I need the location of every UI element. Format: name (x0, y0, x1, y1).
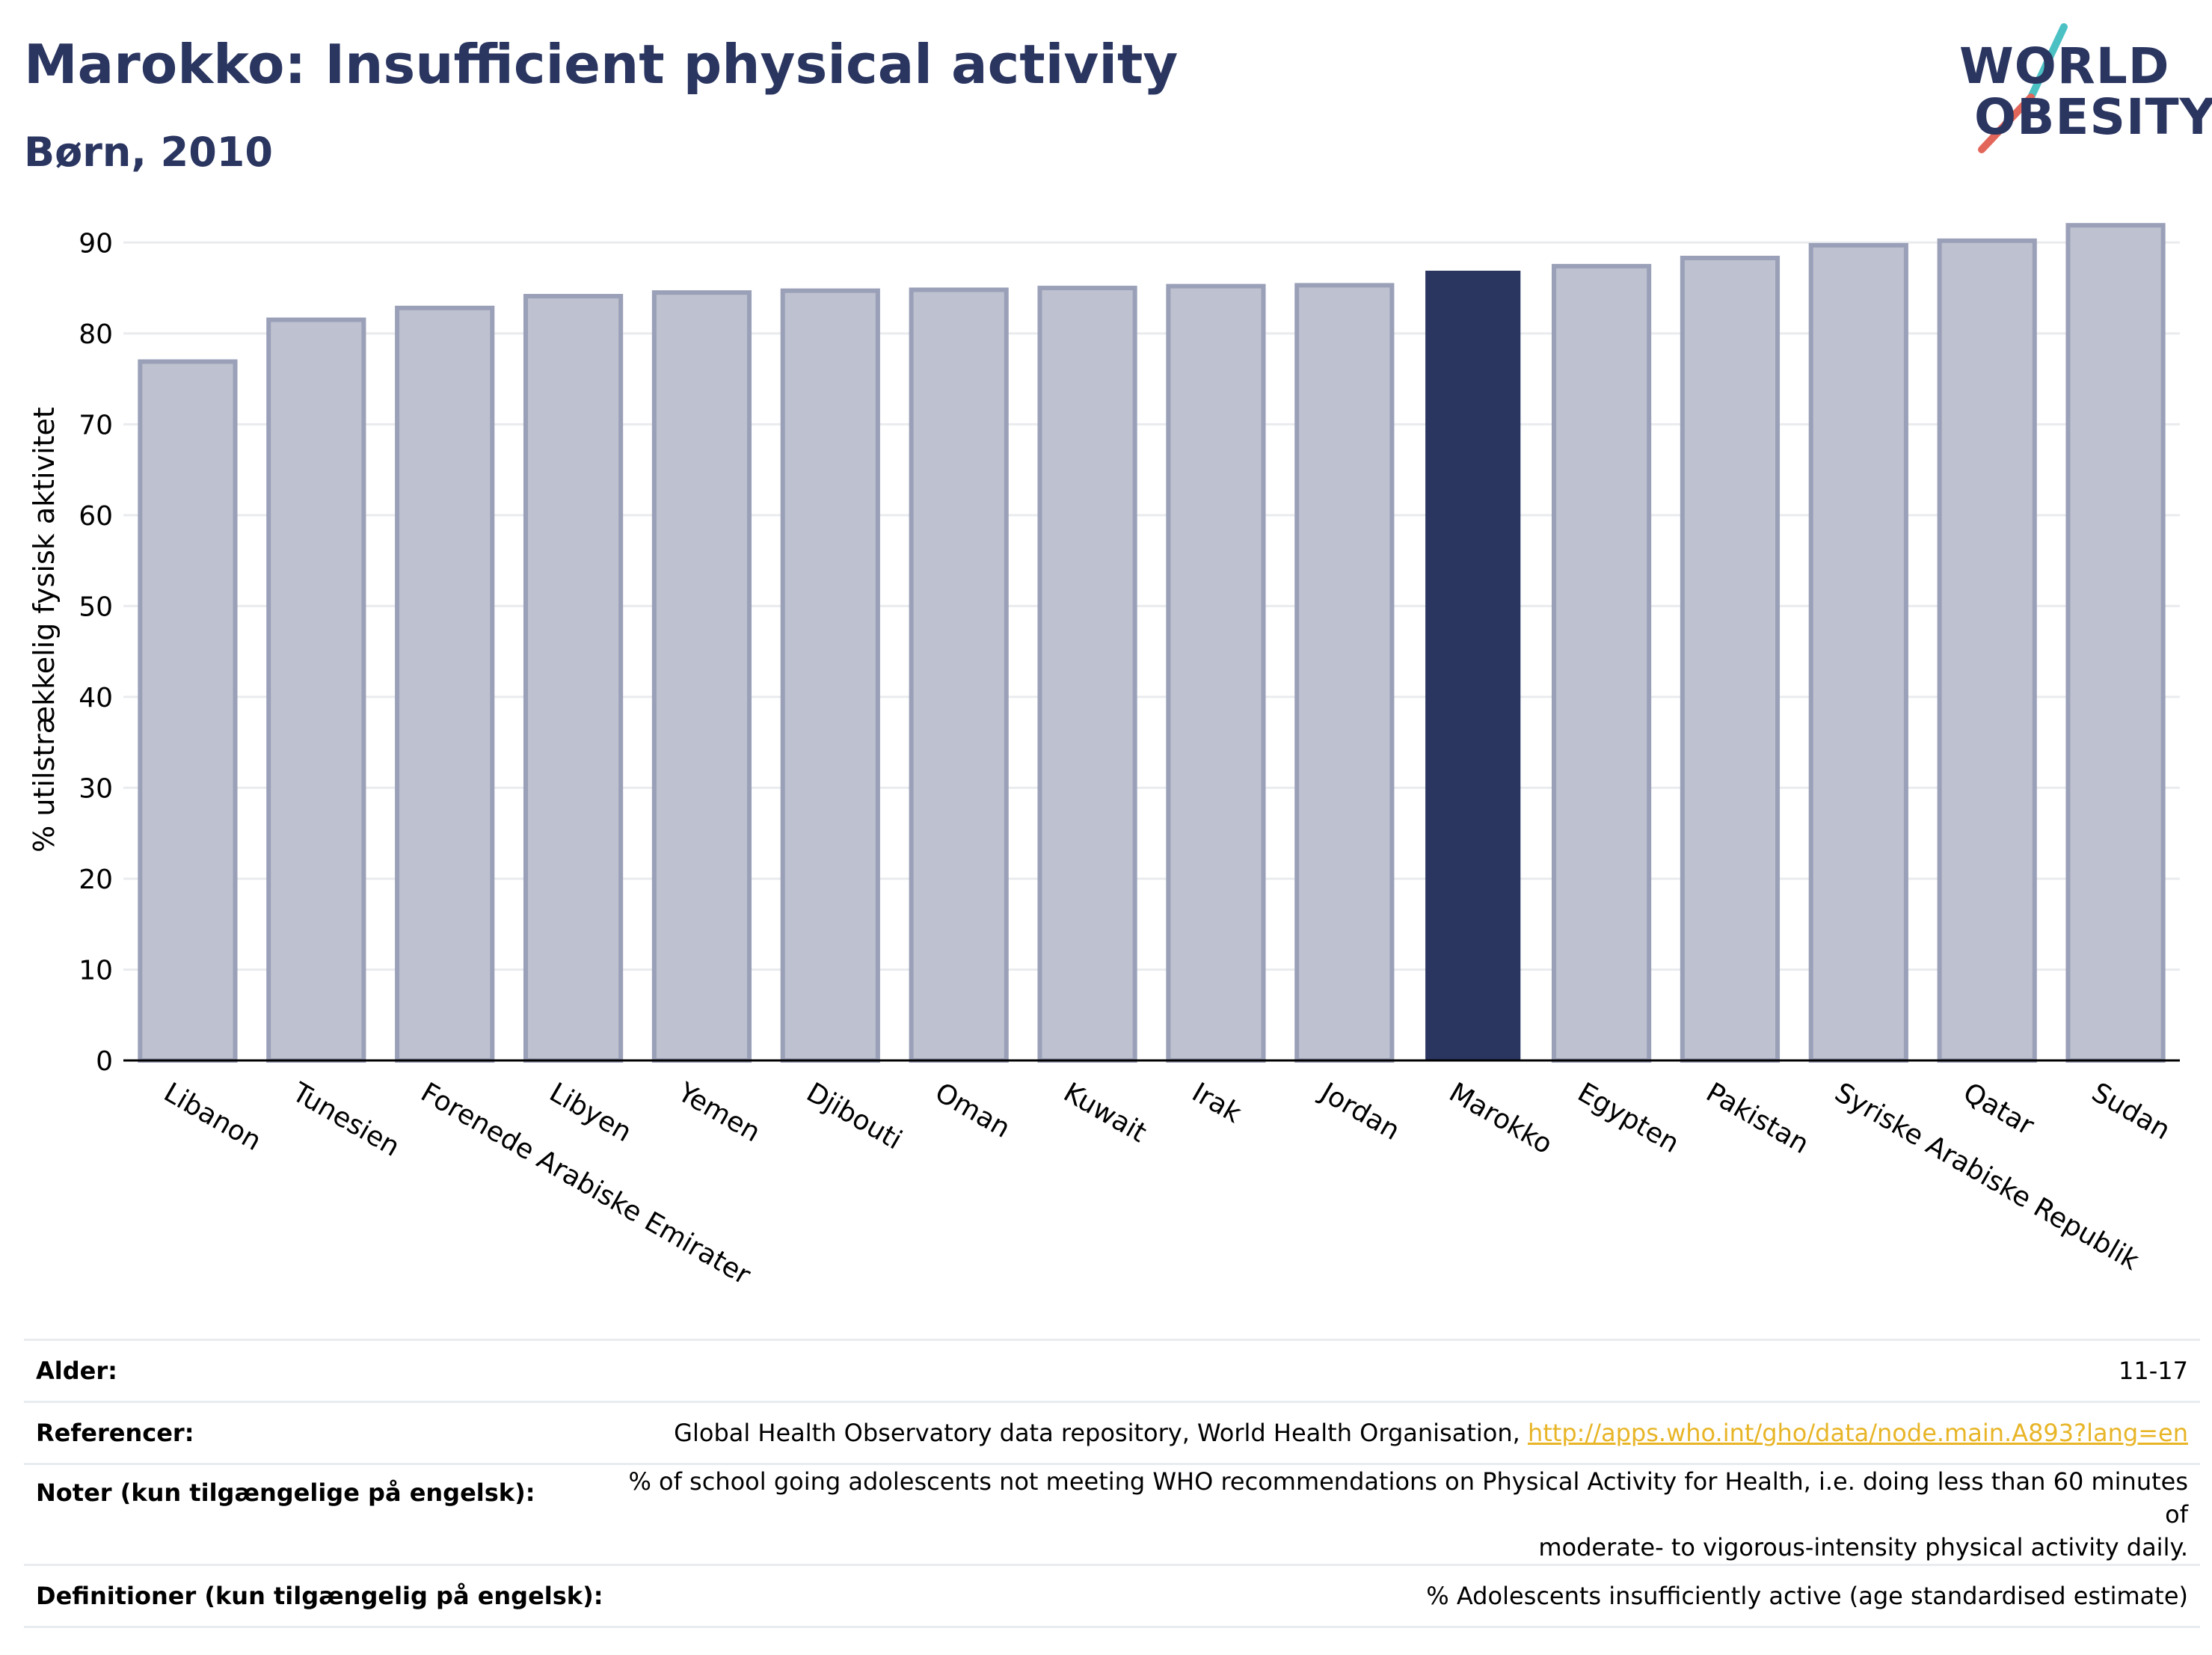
bar-marokko (1425, 270, 1521, 1060)
bar-kuwait (1037, 286, 1137, 1063)
y-tick-label: 40 (79, 683, 113, 713)
bar-oman (909, 287, 1009, 1063)
x-tick-label: Egypten (1573, 1077, 1684, 1159)
info-row-references: Referencer: Global Health Observatory da… (24, 1401, 2200, 1465)
logo-line2: OBESITY (1974, 88, 2212, 146)
bar-sudan (2065, 223, 2166, 1063)
info-row-definitions: Definitioner (kun tilgængelig på engelsk… (24, 1564, 2200, 1628)
logo-line1: WORLD (1959, 37, 2170, 95)
reference-text: Global Health Observatory data repositor… (674, 1419, 1528, 1447)
y-tick-label: 80 (79, 319, 113, 350)
bar-egypten (1551, 263, 1652, 1063)
info-table: Alder: 11-17 Referencer: Global Health O… (24, 1339, 2200, 1628)
x-tick-label: Kuwait (1058, 1077, 1152, 1149)
notes-line2: moderate- to vigorous-intensity physical… (1538, 1533, 2188, 1562)
bar-forenede-arabiske-emirater (395, 305, 495, 1063)
chart-title: Marokko: Insufficient physical activity (24, 33, 1179, 96)
bar-libyen (523, 294, 624, 1063)
bar-tunesien (266, 317, 366, 1063)
y-tick-label: 70 (79, 410, 113, 440)
info-value-age: 11-17 (615, 1339, 2200, 1403)
y-tick-label: 60 (79, 501, 113, 532)
x-tick-label: Djibouti (801, 1077, 906, 1155)
bar-yemen (651, 290, 752, 1063)
x-tick-labels: Libanon Tunesien Forenede Arabiske Emirate… (159, 1076, 2175, 1291)
x-tick-label: Irak (1187, 1077, 1247, 1129)
bars (138, 223, 2166, 1063)
x-tick-label: Jordan (1314, 1076, 1404, 1146)
y-tick-label: 0 (96, 1046, 113, 1077)
info-value-references: Global Health Observatory data repositor… (615, 1401, 2200, 1465)
notes-line1: % of school going adolescents not meetin… (628, 1467, 2188, 1529)
info-value-notes: % of school going adolescents not meetin… (615, 1463, 2200, 1566)
bar-chart: 0 10 20 30 40 50 60 70 80 90 Libanon Tunesien Foren… (28, 223, 2180, 1291)
y-tick-label: 90 (79, 228, 113, 259)
x-tick-label: Oman (930, 1077, 1015, 1144)
x-tick-label: Libyen (544, 1077, 637, 1148)
x-tick-label: Tunesien (286, 1077, 405, 1163)
bar-libanon (138, 359, 238, 1063)
logo-slash-icon (1978, 23, 2068, 153)
y-tick-label: 50 (79, 592, 113, 622)
y-tick-labels: 0 10 20 30 40 50 60 70 80 90 (79, 228, 113, 1077)
bar-syriske-arabiske-republik (1808, 242, 1908, 1063)
x-tick-label: Pakistan (1701, 1077, 1814, 1160)
x-tick-label: Qatar (1958, 1077, 2039, 1141)
info-row-notes: Noter (kun tilgængelige på engelsk): % o… (24, 1463, 2200, 1566)
info-row-age: Alder: 11-17 (24, 1339, 2200, 1403)
x-tick-label: Sudan (2086, 1077, 2175, 1146)
info-key-references: Referencer: (24, 1401, 615, 1465)
info-key-definitions: Definitioner (kun tilgængelig på engelsk… (24, 1564, 615, 1628)
bar-jordan (1294, 283, 1395, 1063)
bar-irak (1166, 283, 1266, 1063)
bar-pakistan (1680, 255, 1781, 1063)
info-key-notes: Noter (kun tilgængelige på engelsk): (24, 1463, 615, 1566)
y-tick-label: 10 (79, 955, 113, 986)
y-tick-label: 20 (79, 865, 113, 895)
x-tick-label: Marokko (1444, 1077, 1558, 1160)
info-key-age: Alder: (24, 1339, 615, 1403)
reference-link[interactable]: http://apps.who.int/gho/data/node.main.A… (1527, 1419, 2188, 1447)
x-tick-label: Libanon (159, 1077, 266, 1157)
world-obesity-logo: WORLD OBESITY (1959, 22, 2212, 157)
x-tick-label: Yemen (672, 1077, 766, 1149)
chart-subtitle: Børn, 2010 (24, 129, 273, 176)
bar-qatar (1937, 238, 2037, 1063)
info-value-definitions: % Adolescents insufficiently active (age… (615, 1564, 2200, 1628)
y-axis-label: % utilstrækkelig fysisk aktivitet (28, 407, 61, 853)
y-tick-label: 30 (79, 773, 113, 804)
bar-djibouti (780, 288, 880, 1063)
